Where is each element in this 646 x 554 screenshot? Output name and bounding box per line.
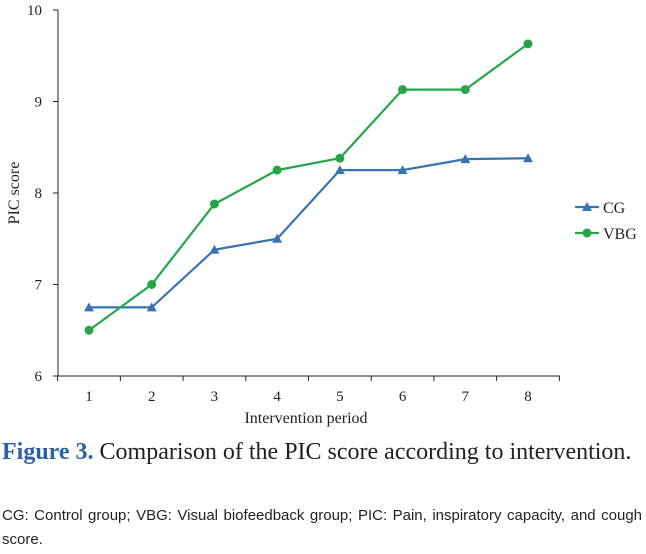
figure-caption: Figure 3. Comparison of the PIC score ac…: [2, 436, 642, 468]
series-cg: [84, 153, 533, 312]
data-point-cg: [334, 165, 345, 175]
x-tick-label: 6: [399, 389, 407, 405]
legend-label-cg: CG: [603, 200, 626, 217]
y-tick-label: 9: [35, 95, 43, 111]
x-tick-label: 5: [336, 389, 344, 405]
x-tick-label: 1: [85, 389, 93, 405]
y-axis-title: PIC score: [6, 162, 23, 225]
y-tick-label: 10: [27, 3, 42, 19]
y-tick-label: 6: [35, 369, 43, 385]
data-point-cg: [146, 302, 157, 312]
data-point-vbg: [335, 153, 345, 163]
legend-label-vbg: VBG: [603, 226, 637, 243]
legend-marker-vbg: [582, 228, 592, 238]
series-vbg: [84, 39, 533, 335]
data-point-vbg: [460, 85, 470, 95]
data-point-vbg: [523, 39, 533, 49]
x-tick-label: 4: [273, 389, 281, 405]
data-point-cg: [523, 153, 533, 163]
x-tick-label: 3: [211, 389, 219, 405]
y-tick-label: 8: [35, 186, 43, 202]
x-tick-label: 7: [462, 389, 470, 405]
data-point-vbg: [209, 199, 219, 209]
x-axis-title: Intervention period: [244, 410, 367, 427]
x-tick-label: 8: [524, 389, 532, 405]
x-tick-label: 2: [148, 389, 156, 405]
line-chart: 6 7 8 9 10 1 2 3 4 5 6 7 8 CG VBG PIC score Intervent…: [6, 3, 637, 427]
legend-item-vbg: VBG: [575, 226, 637, 243]
legend: CG VBG: [575, 200, 637, 243]
axes: [57, 10, 560, 377]
data-point-cg: [397, 165, 408, 175]
caption-text: Comparison of the PIC score according to…: [93, 439, 632, 465]
data-point-vbg: [272, 165, 282, 175]
data-point-vbg: [398, 85, 408, 95]
data-point-cg: [272, 233, 283, 243]
legend-item-cg: CG: [575, 200, 626, 217]
data-point-cg: [460, 154, 471, 164]
data-point-cg: [209, 244, 220, 254]
series-line-vbg: [88, 42, 529, 332]
figure-label: Figure 3.: [2, 439, 94, 465]
series: [84, 39, 533, 335]
data-point-cg: [84, 302, 94, 312]
ticks: 6 7 8 9 10 1 2 3 4 5 6 7 8: [27, 3, 560, 405]
legend-marker-cg: [582, 202, 592, 211]
figure-footnote: CG: Control group; VBG: Visual biofeedba…: [2, 507, 642, 548]
data-point-vbg: [84, 325, 94, 335]
series-line-cg: [89, 157, 529, 309]
data-point-vbg: [147, 280, 157, 289]
y-tick-label: 7: [35, 278, 43, 294]
